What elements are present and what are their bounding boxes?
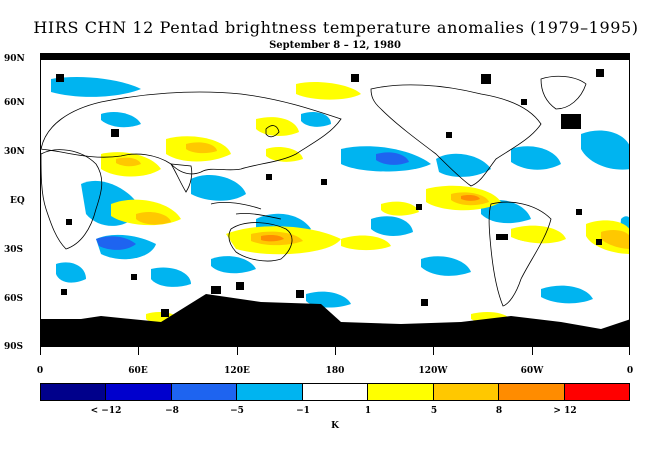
coastline-japan: [265, 125, 280, 138]
lon-label-60e: 60E: [128, 366, 148, 376]
lon-label-0-right: 0: [626, 366, 634, 376]
lat-label-30n: 30N: [4, 147, 25, 157]
cold-anomaly-regions: [51, 77, 629, 308]
lat-label-eq: EQ: [10, 196, 25, 206]
color-legend-swatch-3: [237, 384, 303, 400]
color-legend-label: −5: [230, 406, 244, 416]
lon-tick: [138, 347, 139, 355]
color-legend-label: 5: [430, 406, 438, 416]
coastline-australia: [228, 222, 293, 262]
anomaly-map-graphic: [41, 54, 629, 346]
coastline-africa: [41, 149, 103, 250]
lon-tick: [237, 347, 238, 355]
color-legend-unit: K: [331, 421, 339, 431]
color-legend-swatch-5: [368, 384, 434, 400]
lat-label-60s: 60S: [4, 294, 24, 304]
lon-label-120e: 120E: [224, 366, 250, 376]
color-legend-bar: [40, 383, 630, 401]
color-legend-label: 1: [364, 406, 372, 416]
lat-label-30s: 30S: [4, 245, 24, 255]
color-legend-swatch-4: [302, 384, 369, 400]
lat-label-90n: 90N: [4, 54, 25, 64]
lat-label-90s: 90S: [4, 342, 24, 352]
lon-tick: [532, 347, 533, 355]
lat-label-60n: 60N: [4, 98, 25, 108]
coastline-greenland: [540, 75, 587, 110]
lon-tick: [433, 347, 434, 355]
coastline-eurasia: [41, 91, 342, 175]
lon-label-120w: 120W: [418, 366, 448, 376]
color-legend-swatch-2: [171, 384, 238, 400]
color-legend-label: −8: [165, 406, 179, 416]
color-legend-label: > 12: [553, 406, 577, 416]
color-legend-swatch-8: [564, 384, 629, 400]
lon-label-180: 180: [325, 366, 345, 376]
map-title: HIRS CHN 12 Pentad brightness temperatur…: [33, 18, 639, 37]
coastline-indonesia: [210, 201, 282, 220]
coastlines: [41, 75, 587, 307]
lon-tick: [335, 347, 336, 355]
coastline-north-america: [370, 84, 542, 187]
map-subtitle: September 8 – 12, 1980: [269, 40, 401, 51]
lon-label-60w: 60W: [520, 366, 544, 376]
lon-tick: [40, 347, 41, 355]
color-legend-label: < −12: [90, 406, 122, 416]
color-legend-swatch-0: [41, 384, 107, 400]
lon-label-0-left: 0: [36, 366, 44, 376]
color-legend-label: −1: [296, 406, 310, 416]
color-legend-label: 8: [495, 406, 503, 416]
coastline-south-america: [488, 201, 552, 307]
color-legend-swatch-1: [106, 384, 172, 400]
anomaly-map: [40, 53, 630, 347]
lon-tick: [629, 347, 630, 355]
color-legend-swatch-6: [433, 384, 500, 400]
coastline-india: [170, 163, 193, 193]
very-strong-warm-anomaly-regions: [261, 195, 480, 242]
color-legend-swatch-7: [499, 384, 565, 400]
missing-data: [41, 54, 629, 346]
